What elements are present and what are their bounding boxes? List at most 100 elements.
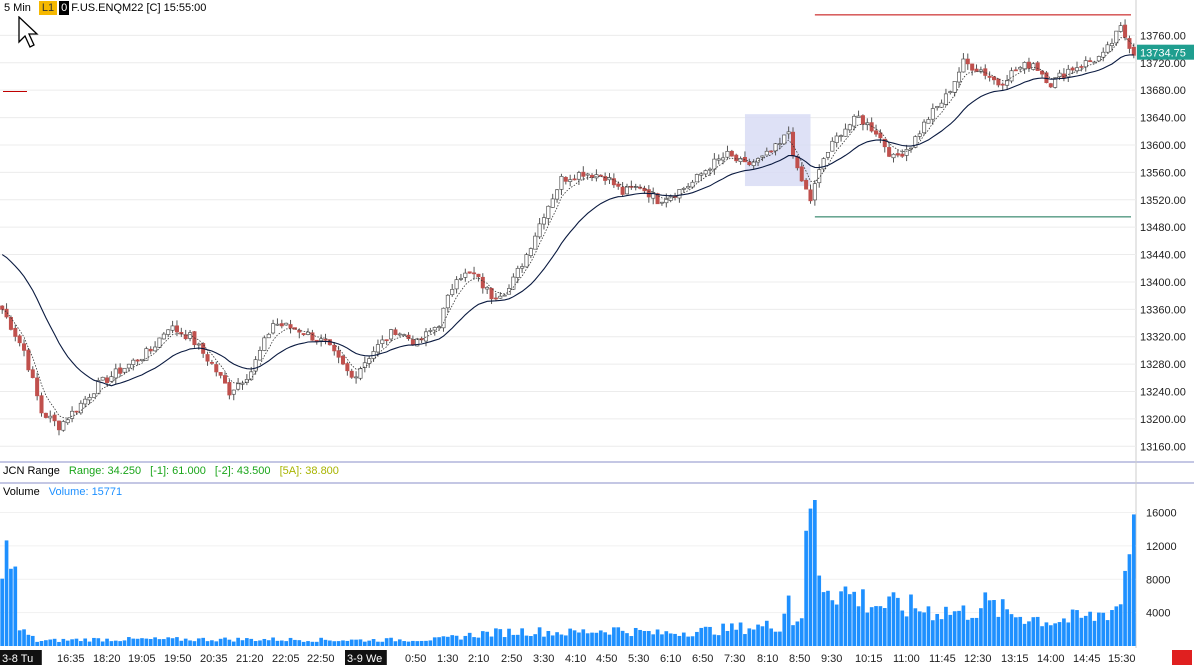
volume-bar[interactable] [397, 639, 402, 646]
candle-body[interactable] [485, 286, 490, 290]
candle-body[interactable] [375, 344, 380, 353]
volume-bar[interactable] [122, 640, 127, 646]
candle-body[interactable] [878, 132, 883, 139]
volume-bar[interactable] [502, 637, 507, 646]
candle-body[interactable] [13, 327, 18, 337]
candle-body[interactable] [70, 410, 75, 419]
candle-body[interactable] [1057, 72, 1062, 78]
volume-bar[interactable] [926, 606, 931, 646]
volume-bar[interactable] [415, 641, 420, 646]
candle-body[interactable] [188, 332, 193, 339]
candle-body[interactable] [157, 337, 162, 348]
volume-bar[interactable] [970, 617, 974, 646]
candle-body[interactable] [0, 305, 5, 310]
candle-body[interactable] [489, 287, 494, 300]
volume-bar[interactable] [332, 641, 337, 646]
candle-body[interactable] [734, 154, 739, 162]
candle-body[interactable] [1031, 63, 1036, 70]
candle-body[interactable] [389, 329, 394, 340]
candle-body[interactable] [323, 338, 328, 341]
candle-body[interactable] [148, 348, 153, 352]
candle-body[interactable] [991, 76, 997, 81]
volume-bar[interactable] [367, 640, 372, 646]
candle-body[interactable] [52, 414, 57, 422]
candle-body[interactable] [572, 178, 577, 181]
candle-body[interactable] [271, 323, 276, 334]
volume-bar[interactable] [384, 638, 389, 646]
candle-body[interactable] [205, 354, 210, 362]
candle-body[interactable] [1053, 77, 1058, 88]
candle-body[interactable] [170, 325, 175, 331]
volume-bar[interactable] [231, 641, 236, 646]
volume-bar[interactable] [1079, 617, 1084, 646]
link-badge[interactable]: L1 [38, 1, 58, 15]
volume-bar[interactable] [834, 604, 839, 646]
volume-bar[interactable] [939, 619, 944, 646]
volume-bar[interactable] [288, 637, 293, 646]
candle-body[interactable] [476, 273, 481, 278]
volume-bar[interactable] [345, 640, 350, 646]
candle-body[interactable] [585, 173, 590, 176]
volume-bar[interactable] [78, 641, 83, 646]
volume-bar[interactable] [1027, 621, 1031, 646]
volume-bar[interactable] [843, 586, 848, 646]
candle-body[interactable] [895, 153, 900, 156]
volume-bar[interactable] [1035, 616, 1040, 646]
candle-body[interactable] [1118, 25, 1123, 32]
candle-body[interactable] [257, 350, 262, 361]
candle-body[interactable] [550, 198, 555, 208]
volume-bar[interactable] [1075, 610, 1079, 646]
candle-body[interactable] [1101, 51, 1106, 58]
volume-bar[interactable] [878, 606, 883, 646]
volume-bar[interactable] [738, 622, 743, 646]
volume-bar[interactable] [734, 629, 739, 646]
candle-body[interactable] [1096, 56, 1101, 62]
candle-body[interactable] [699, 173, 704, 176]
volume-bar[interactable] [1118, 604, 1123, 646]
volume-bar[interactable] [1127, 554, 1132, 646]
candle-body[interactable] [537, 223, 542, 238]
volume-bar[interactable] [699, 627, 704, 646]
volume-bar[interactable] [695, 631, 699, 646]
volume-bar[interactable] [760, 626, 765, 646]
volume-bar[interactable] [494, 628, 498, 646]
volume-bar[interactable] [1131, 514, 1136, 646]
candle-body[interactable] [30, 369, 35, 378]
candle-body[interactable] [214, 364, 219, 373]
range-study-name[interactable]: JCN Range [3, 465, 60, 477]
candle-body[interactable] [987, 75, 992, 78]
volume-bar[interactable] [192, 641, 197, 646]
volume-bar[interactable] [227, 639, 232, 646]
candle-body[interactable] [716, 158, 721, 161]
candle-body[interactable] [336, 350, 341, 358]
volume-bar[interactable] [210, 640, 214, 646]
volume-bar[interactable] [1070, 609, 1075, 646]
volume-bar[interactable] [459, 639, 463, 646]
volume-bar[interactable] [406, 641, 411, 646]
candle-body[interactable] [314, 339, 319, 342]
candle-body[interactable] [249, 371, 254, 381]
candle-body[interactable] [624, 186, 629, 195]
volume-bar[interactable] [668, 633, 673, 646]
candle-body[interactable] [948, 91, 953, 94]
volume-bar[interactable] [773, 631, 778, 646]
candle-body[interactable] [707, 168, 713, 171]
candle-body[interactable] [773, 143, 778, 152]
volume-bar[interactable] [546, 631, 551, 646]
candle-body[interactable] [568, 179, 573, 182]
volume-bar[interactable] [952, 611, 957, 646]
candle-body[interactable] [922, 121, 927, 134]
candle-body[interactable] [306, 331, 311, 335]
volume-bar[interactable] [507, 628, 511, 646]
volume-bar[interactable] [162, 639, 166, 646]
volume-bar[interactable] [791, 625, 795, 646]
volume-bar[interactable] [856, 606, 861, 646]
candle-body[interactable] [253, 359, 258, 372]
volume-bar[interactable] [581, 629, 586, 646]
candle-body[interactable] [738, 158, 743, 162]
candle-body[interactable] [65, 419, 70, 424]
volume-bar[interactable] [1018, 616, 1023, 646]
volume-bar[interactable] [411, 640, 415, 646]
candle-body[interactable] [533, 235, 538, 250]
volume-bar[interactable] [419, 640, 424, 646]
